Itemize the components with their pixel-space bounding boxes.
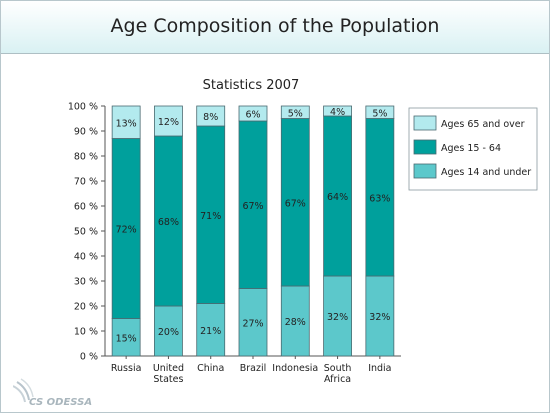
- x-tick-label: United: [153, 363, 184, 374]
- cs-odessa-logo: CS ODESSA: [13, 378, 92, 408]
- legend-label: Ages 14 and under: [441, 167, 531, 178]
- bar-segment-ages-15-64: [196, 125, 226, 304]
- x-tick-label: States: [153, 374, 183, 385]
- x-tick-label: Brazil: [240, 363, 267, 374]
- data-label: 5%: [372, 108, 387, 119]
- data-label: 68%: [158, 217, 179, 228]
- bar-segment-ages-15-64: [280, 118, 310, 287]
- data-label: 4%: [330, 107, 345, 118]
- y-tick-label: 30 %: [74, 277, 98, 288]
- y-tick-label: 90 %: [74, 127, 98, 138]
- logo-swoosh-icon: [13, 378, 34, 403]
- bar-segment-ages-14-and-under: [323, 275, 352, 357]
- bar-segment-ages-65-and-over: [365, 105, 395, 119]
- data-label: 27%: [242, 318, 263, 329]
- data-label: 64%: [327, 192, 348, 203]
- data-label: 8%: [203, 112, 218, 123]
- bar-segment-ages-65-and-over: [280, 105, 310, 119]
- legend-label: Ages 15 - 64: [441, 143, 501, 154]
- bar-segment-ages-65-and-over: [154, 105, 183, 137]
- bar-segment-ages-14-and-under: [196, 303, 226, 357]
- legend-swatch-ages-65-and-over: [413, 115, 437, 131]
- data-label: 28%: [285, 317, 306, 328]
- bar-segment-ages-65-and-over: [323, 105, 352, 117]
- bar-segment-ages-14-and-under: [154, 305, 183, 357]
- bar-segment-ages-15-64: [323, 115, 352, 277]
- legend-swatch-ages-15-64: [413, 139, 437, 155]
- y-tick-label: 70 %: [74, 177, 98, 188]
- bar-segment-ages-15-64: [238, 120, 268, 289]
- y-tick-label: 50 %: [74, 227, 98, 238]
- data-label: 12%: [158, 117, 179, 128]
- y-tick-label: 10 %: [74, 327, 98, 338]
- slide-title: Age Composition of the Population: [110, 15, 440, 37]
- legend-swatch-ages-14-and-under: [413, 163, 437, 179]
- bar-segment-ages-15-64: [365, 118, 395, 277]
- data-label: 67%: [285, 198, 306, 209]
- y-tick-label: 60 %: [74, 202, 98, 213]
- y-tick-label: 20 %: [74, 302, 98, 313]
- data-label: 63%: [369, 193, 390, 204]
- legend-label: Ages 65 and over: [441, 119, 525, 130]
- bar-segment-ages-15-64: [154, 135, 183, 307]
- data-label: 21%: [200, 326, 221, 337]
- x-tick-label: China: [197, 363, 224, 374]
- data-label: 67%: [242, 201, 263, 212]
- data-label: 71%: [200, 211, 221, 222]
- y-tick-label: 40 %: [74, 252, 98, 263]
- y-tick-label: 100 %: [68, 102, 98, 113]
- logo-text: CS ODESSA: [29, 397, 92, 408]
- x-tick-label: Indonesia: [272, 363, 318, 374]
- x-tick-label: Africa: [324, 374, 351, 385]
- bar-segment-ages-14-and-under: [280, 285, 310, 357]
- x-tick-label: India: [368, 363, 391, 374]
- y-tick-label: 0 %: [80, 352, 98, 363]
- x-tick-label: Russia: [111, 363, 142, 374]
- data-label: 15%: [116, 333, 137, 344]
- bar-segment-ages-14-and-under: [238, 288, 268, 357]
- x-tick-label: South: [324, 363, 352, 374]
- bar-segment-ages-14-and-under: [365, 275, 395, 357]
- bar-segment-ages-65-and-over: [196, 105, 226, 127]
- data-label: 6%: [245, 110, 260, 121]
- data-label: 20%: [158, 327, 179, 338]
- data-label: 5%: [288, 108, 303, 119]
- data-label: 32%: [369, 312, 390, 323]
- data-label: 72%: [116, 225, 137, 236]
- chart-title: Statistics 2007: [203, 78, 300, 93]
- bar-segment-ages-65-and-over: [238, 105, 268, 122]
- bar-segment-ages-65-and-over: [111, 105, 141, 139]
- data-label: 13%: [116, 118, 137, 129]
- data-label: 32%: [327, 312, 348, 323]
- title-bar: Age Composition of the Population: [1, 1, 549, 54]
- y-tick-label: 80 %: [74, 152, 98, 163]
